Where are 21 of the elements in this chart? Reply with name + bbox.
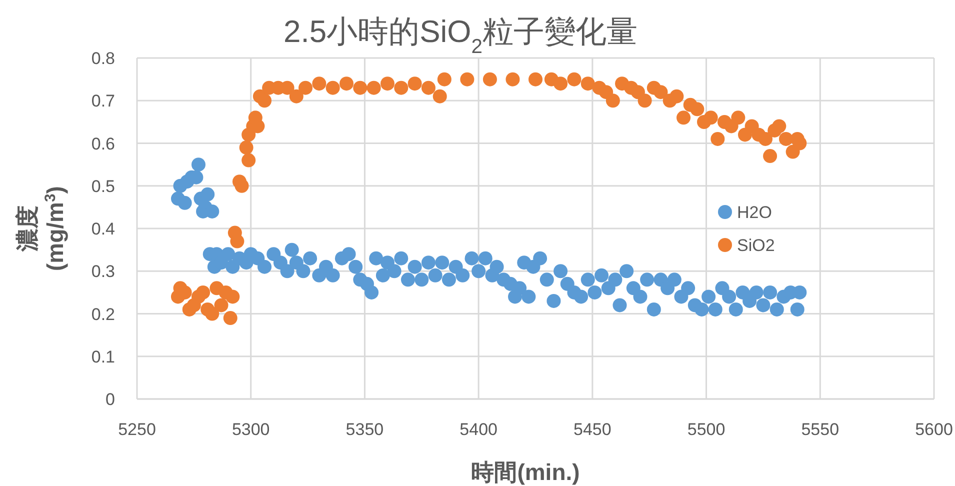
x-tick-label: 5600	[915, 420, 953, 439]
x-tick-label: 5500	[687, 420, 726, 439]
chart-title: 2.5小時的SiO$_{2}$粒子變化量	[284, 14, 638, 58]
x-tick-label: 5250	[118, 420, 156, 439]
y-tick-label: 0.7	[91, 92, 115, 111]
x-tick-label: 5550	[801, 420, 840, 439]
y-tick-label: 0.8	[91, 49, 115, 68]
y-tick-label: 0	[106, 390, 115, 409]
x-tick-label: 5300	[232, 420, 270, 439]
y-tick-label: 0.5	[91, 176, 115, 196]
legend-label: H2O	[737, 203, 772, 222]
y-tick-label: 0.1	[91, 347, 115, 366]
y-tick-label: 0.4	[91, 220, 115, 238]
y-tick-label: 0.3	[91, 262, 115, 282]
x-axis-title: 時間(min.)	[471, 459, 580, 485]
x-tick-label: 5450	[574, 420, 612, 439]
y-tick-label: 0.2	[91, 304, 115, 324]
y-tick-label: 0.6	[91, 134, 115, 154]
legend-label: SiO2	[737, 236, 775, 255]
x-tick-label: 5350	[346, 420, 384, 439]
x-tick-label: 5400	[460, 420, 498, 439]
